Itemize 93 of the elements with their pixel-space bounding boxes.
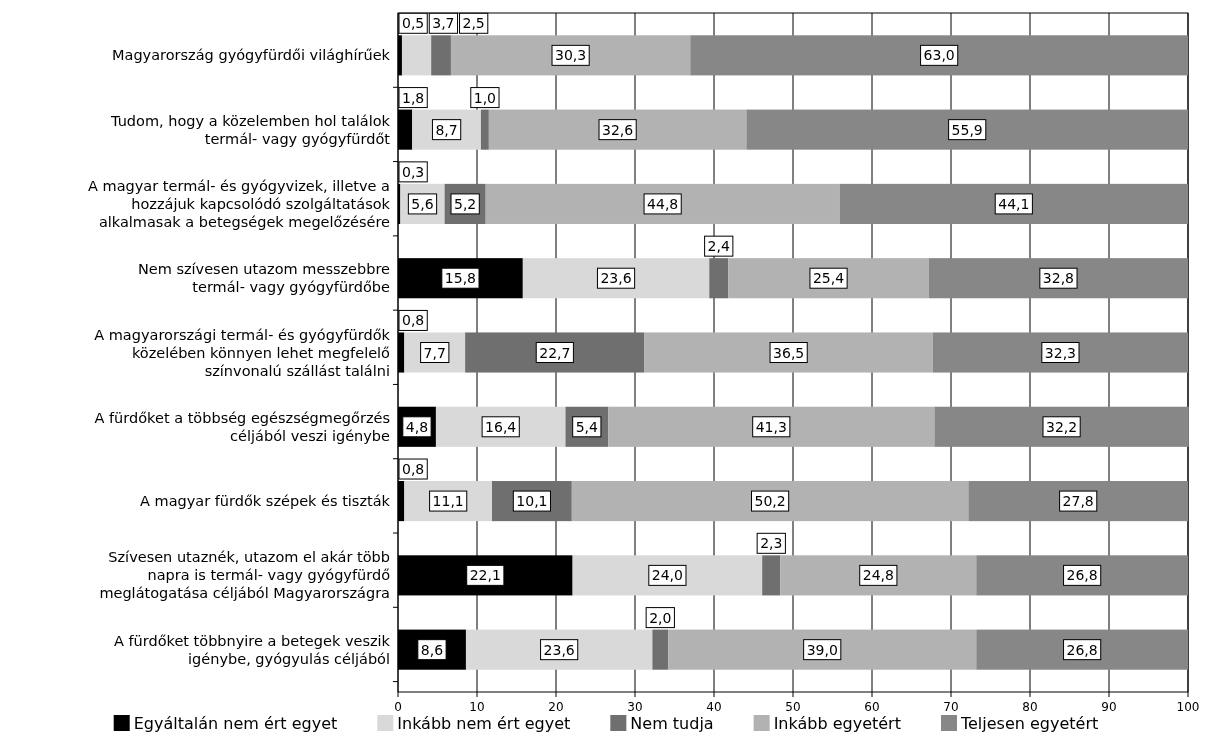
data-label: 32,3 xyxy=(1044,344,1076,361)
data-label: 24,0 xyxy=(651,567,683,584)
x-tick-label: 100 xyxy=(1176,700,1200,714)
legend-label: Nem tudja xyxy=(630,714,714,733)
data-label: 5,2 xyxy=(454,195,477,212)
bar xyxy=(928,258,1188,299)
bar xyxy=(780,555,977,596)
data-label: 22,7 xyxy=(539,344,571,361)
data-label: 3,7 xyxy=(432,15,455,32)
data-label: 23,6 xyxy=(600,270,632,287)
x-tick-label: 40 xyxy=(706,700,722,714)
data-label: 63,0 xyxy=(923,47,955,64)
bar xyxy=(968,481,1188,522)
data-label: 8,7 xyxy=(435,121,458,138)
bar xyxy=(608,406,935,447)
data-label: 0,3 xyxy=(402,163,425,180)
data-label: 25,4 xyxy=(812,270,845,287)
data-label: 0,8 xyxy=(402,312,425,329)
data-label: 4,8 xyxy=(405,418,429,435)
x-tick-label: 80 xyxy=(1022,700,1038,714)
bar xyxy=(480,109,489,150)
data-label: 15,8 xyxy=(444,270,476,287)
bar xyxy=(572,555,763,596)
y-tick-label: Tudom, hogy a közelemben hol találok termál- vagy gyógyfürdőt xyxy=(110,112,391,147)
bar xyxy=(485,183,840,224)
x-tick-label: 50 xyxy=(785,700,801,714)
y-tick-label: A magyar fürdők szépek és tiszták xyxy=(139,493,391,510)
data-label: 10,1 xyxy=(516,493,548,510)
data-label: 41,3 xyxy=(755,418,787,435)
data-label: 2,0 xyxy=(649,609,672,626)
data-label: 44,1 xyxy=(998,195,1030,212)
y-tick-label: Magyarország gyógyfürdői világhírűek xyxy=(112,47,391,64)
data-label: 11,1 xyxy=(432,493,464,510)
y-tick-label: A fürdőket a többség egészségmegőrzés céljából veszi igénybe xyxy=(94,409,391,444)
x-tick-label: 20 xyxy=(548,700,564,714)
y-tick-label: A fürdőket többnyire a betegek veszik igénybe, gyógyulás céljából xyxy=(113,632,391,667)
x-tick-label: 10 xyxy=(469,700,485,714)
x-tick-label: 60 xyxy=(864,700,880,714)
data-label: 36,5 xyxy=(773,344,805,361)
bar xyxy=(668,629,977,670)
bar xyxy=(522,258,710,299)
y-tick-label: A magyar termál- és gyógyvizek, illetve a hozzájuk kapcsolódó szolgáltatások alkalmasak a betegségek megelőzésére xyxy=(88,177,391,230)
data-label: 1,8 xyxy=(402,89,425,106)
bar xyxy=(690,35,1188,76)
bar xyxy=(746,109,1188,150)
data-label: 24,8 xyxy=(862,567,894,584)
data-label: 32,2 xyxy=(1046,418,1078,435)
data-label: 1,0 xyxy=(473,89,497,106)
data-label: 55,9 xyxy=(951,121,983,138)
x-tick-label: 70 xyxy=(943,700,959,714)
bar xyxy=(644,332,933,373)
data-label: 27,8 xyxy=(1062,493,1094,510)
data-label: 22,1 xyxy=(469,567,501,584)
y-tick-label: Nem szívesen utazom messzebbre termál- vagy gyógyfürdőbe xyxy=(137,261,391,296)
legend-label: Inkább egyetért xyxy=(773,714,901,733)
y-tick-label: Szívesen utaznék, utazom el akár több napra is termál- vagy gyógyfürdő meglátogatása céljából Magyarországra xyxy=(99,549,391,602)
bar xyxy=(571,481,969,522)
data-label: 39,0 xyxy=(806,641,838,658)
bar xyxy=(839,183,1188,224)
bar xyxy=(465,629,653,670)
data-label: 7,7 xyxy=(423,344,446,361)
bar xyxy=(976,555,1188,596)
data-label: 26,8 xyxy=(1066,641,1098,658)
data-label: 26,8 xyxy=(1066,567,1098,584)
legend-label: Egyáltalán nem ért egyet xyxy=(133,714,338,733)
data-label: 32,8 xyxy=(1042,270,1075,287)
legend-label: Inkább nem ért egyet xyxy=(397,714,571,733)
bar xyxy=(450,35,691,76)
data-label: 30,3 xyxy=(555,47,587,64)
data-label: 2,3 xyxy=(760,535,783,552)
data-label: 50,2 xyxy=(754,493,786,510)
bar xyxy=(728,258,929,299)
bar xyxy=(488,109,747,150)
data-label: 2,5 xyxy=(462,15,485,32)
data-label: 32,6 xyxy=(602,121,634,138)
data-label: 5,6 xyxy=(411,195,434,212)
bar xyxy=(934,406,1189,447)
data-label: 5,4 xyxy=(575,418,599,435)
data-label: 23,6 xyxy=(543,641,575,658)
bar xyxy=(465,332,645,373)
bar xyxy=(932,332,1188,373)
data-label: 0,8 xyxy=(402,461,425,478)
x-tick-label: 0 xyxy=(394,700,402,714)
data-label: 44,8 xyxy=(647,195,679,212)
data-label: 8,6 xyxy=(420,641,444,658)
bar xyxy=(976,629,1188,670)
x-tick-label: 30 xyxy=(627,700,643,714)
data-label: 0,5 xyxy=(402,15,425,32)
data-label: 2,4 xyxy=(707,238,730,255)
x-tick-label: 90 xyxy=(1101,700,1117,714)
legend-label: Teljesen egyetért xyxy=(959,714,1099,733)
data-label: 16,4 xyxy=(485,418,517,435)
y-tick-label: A magyarországi termál- és gyógyfürdők közelében könnyen lehet megfelelő színvonalú szállást találni xyxy=(94,326,391,379)
